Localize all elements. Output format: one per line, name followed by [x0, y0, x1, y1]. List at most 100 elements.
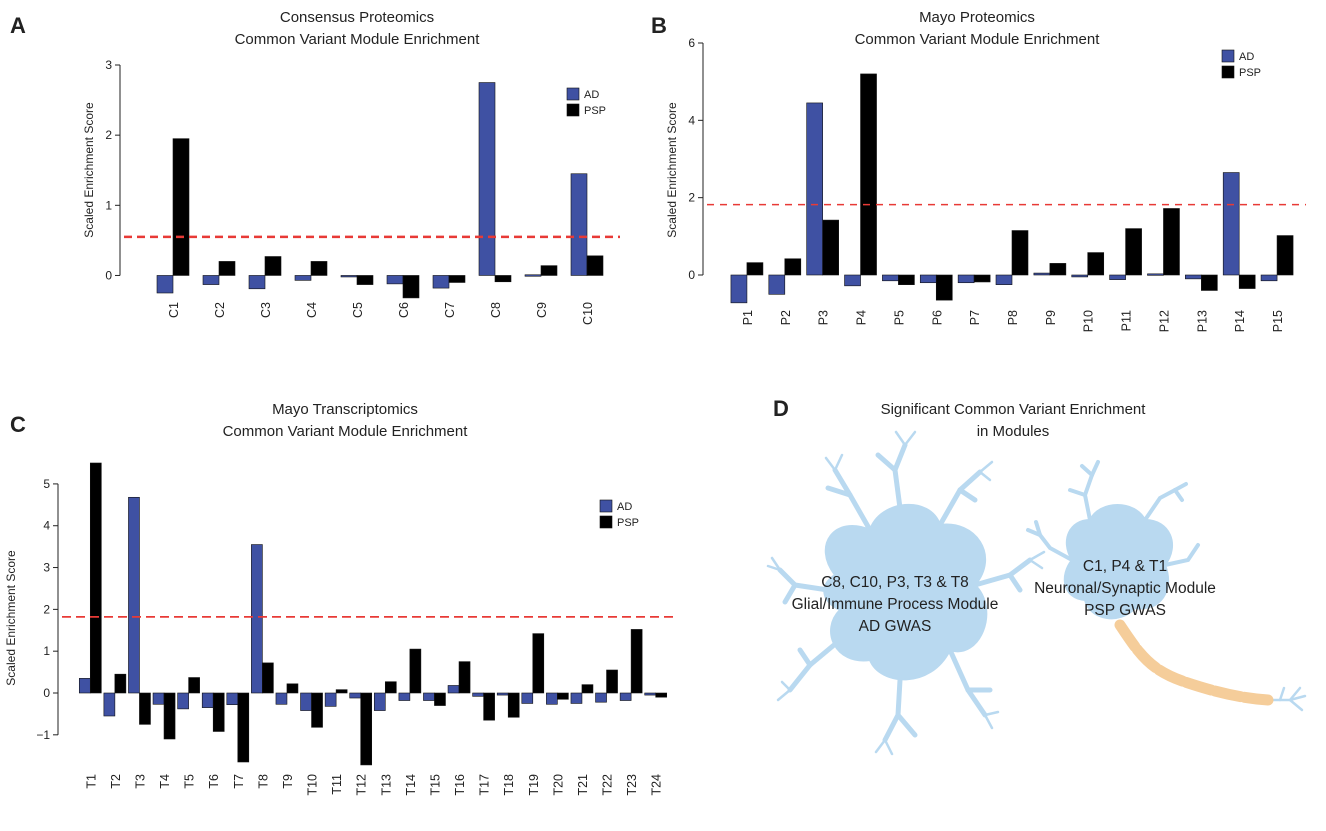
- panel-a-bar-ad-c7: [432, 275, 450, 289]
- panel-b-bar-psp-p6: [935, 274, 953, 301]
- glial-module-line3: AD GWAS: [859, 618, 932, 635]
- neuron-module-line2: Neuronal/Synaptic Module: [1034, 580, 1216, 597]
- panel-c-bar-ad-t23: [619, 692, 632, 701]
- panel-a-ylabel: Scaled Enrichment Score: [82, 102, 96, 238]
- panel-c-x-tick-label: T13: [379, 774, 393, 796]
- panel-c-bar-ad-t1: [78, 678, 91, 694]
- panel-b-y-tick-label: 6: [688, 36, 695, 50]
- glial-cell-illustration: [766, 430, 1046, 756]
- panel-a-bar-ad-c8: [478, 82, 496, 276]
- panel-c-bar-psp-t17: [483, 692, 495, 721]
- panel-c-bar-psp-t16: [458, 661, 471, 694]
- panel-a-x-tick-label: C10: [581, 302, 595, 325]
- panel-c-x-tick-label: T17: [478, 774, 492, 796]
- panel-c-bar-psp-t1: [89, 462, 102, 694]
- panel-c-bar-psp-t10: [311, 692, 323, 728]
- panel-c-x-tick-label: T8: [256, 774, 270, 789]
- panel-c-x-tick-label: T21: [576, 774, 590, 796]
- panel-b-bar-ad-p2: [768, 274, 786, 295]
- panel-b-bar-psp-p2: [784, 258, 802, 276]
- panel-b-x-tick-label: P6: [930, 310, 944, 325]
- panel-a-bar-psp-c10: [586, 255, 604, 276]
- panel-b-bar-ad-p9: [1033, 272, 1051, 276]
- panel-b-legend-label-ad: AD: [1239, 51, 1254, 63]
- panel-a-x-tick-label: C9: [535, 302, 549, 318]
- panel-c-x-tick-label: T15: [428, 774, 442, 796]
- panel-b-bar-ad-p10: [1071, 274, 1089, 278]
- panel-a-bar-psp-c3: [264, 256, 282, 276]
- panel-b-bar-ad-p1: [730, 274, 748, 304]
- panel-b-bar-ad-p15: [1260, 274, 1278, 282]
- panel-a-x-tick-label: C3: [259, 302, 273, 318]
- glial-module-line1: C8, C10, P3, T3 & T8: [821, 574, 969, 591]
- panel-b: B Mayo Proteomics Common Variant Module …: [651, 9, 1306, 332]
- panel-c-bar-psp-t12: [360, 692, 373, 766]
- panel-c-bar-ad-t15: [423, 692, 435, 701]
- panel-b-x-tick-label: P14: [1233, 310, 1247, 332]
- neuron-module-line3: PSP GWAS: [1084, 602, 1166, 619]
- panel-b-legend-swatch-psp: [1221, 65, 1235, 79]
- panel-c-bar-psp-t9: [286, 683, 299, 694]
- panel-b-y-tick-label: 2: [688, 191, 695, 205]
- panel-a-legend-label-psp: PSP: [584, 105, 606, 117]
- panel-c-bar-ad-t19: [521, 692, 534, 704]
- panel-b-bar-psp-p8: [1011, 230, 1029, 276]
- panel-b-bar-ad-p14: [1222, 172, 1240, 276]
- panel-a-bar-psp-c4: [310, 261, 328, 276]
- panel-c-bar-ad-t3: [128, 496, 140, 694]
- panel-d-letter: D: [773, 396, 789, 421]
- panel-b-bar-psp-p11: [1125, 228, 1142, 276]
- panel-c-x-tick-label: T19: [527, 774, 541, 796]
- panel-c-bar-psp-t24: [655, 692, 668, 698]
- panel-a-x-tick-label: C4: [305, 302, 319, 318]
- panel-a-x-tick-label: C5: [351, 302, 365, 318]
- panel-b-legend-swatch-ad: [1221, 49, 1235, 63]
- panel-a-bar-psp-c5: [356, 275, 374, 285]
- panel-b-title-line1: Mayo Proteomics: [919, 9, 1035, 26]
- panel-c-legend-swatch-psp: [599, 515, 613, 529]
- panel-c-x-tick-label: T22: [601, 774, 615, 796]
- panel-b-bar-psp-p10: [1087, 252, 1105, 276]
- panel-b-plot: 0 2 4 6 P1 P2 P3 P4 P5 P6 P7 P8 P9 P10 P11 P12 P13 P14 P15…: [688, 36, 1306, 332]
- panel-a-y-tick-label: 0: [105, 268, 112, 282]
- panel-c-bar-ad-t20: [546, 692, 558, 705]
- panel-d: D Significant Common Variant Enrichment …: [766, 396, 1307, 756]
- panel-a-bar-ad-c3: [248, 275, 266, 290]
- panel-a-bar-psp-c6: [402, 275, 420, 299]
- panel-c-x-tick-label: T23: [625, 774, 639, 796]
- panel-c-bar-psp-t21: [581, 684, 594, 694]
- panel-c-bar-ad-t21: [570, 692, 583, 704]
- panel-c-bar-ad-t12: [349, 692, 362, 699]
- panel-b-bar-psp-p15: [1276, 235, 1294, 276]
- panel-c-bar-psp-t14: [409, 648, 422, 694]
- panel-c-title-line1: Mayo Transcriptomics: [272, 401, 418, 418]
- panel-c-x-tick-label: T11: [330, 774, 344, 795]
- panel-a: A Consensus Proteomics Common Variant Mo…: [10, 9, 620, 325]
- panel-c-bar-ad-t4: [152, 692, 165, 705]
- panel-b-x-tick-label: P4: [855, 310, 869, 325]
- panel-a-bar-ad-c1: [156, 275, 174, 294]
- glial-module-line2: Glial/Immune Process Module: [792, 596, 999, 613]
- panel-b-y-tick-label: 4: [688, 113, 695, 127]
- panel-a-bar-psp-c1: [172, 138, 190, 276]
- panel-b-x-tick-label: P9: [1044, 310, 1058, 325]
- panel-c-x-tick-label: T18: [502, 774, 516, 796]
- panel-b-x-tick-label: P12: [1157, 310, 1171, 332]
- panel-c-y-tick-label: 0: [43, 686, 50, 700]
- panel-c-bar-ad-t9: [275, 692, 288, 705]
- panel-c-bar-psp-t7: [237, 692, 250, 763]
- panel-b-bar-psp-p5: [898, 274, 915, 285]
- panel-b-bar-ad-p5: [882, 274, 899, 282]
- panel-a-bar-psp-c9: [540, 265, 558, 276]
- panel-c-x-tick-label: T3: [133, 774, 147, 789]
- panel-c-x-tick-label: T12: [355, 774, 369, 796]
- panel-b-x-tick-label: P10: [1082, 310, 1096, 332]
- panel-c-bar-ad-t18: [496, 692, 509, 696]
- panel-d-title-line1: Significant Common Variant Enrichment: [881, 401, 1147, 418]
- panel-a-bar-psp-c7: [448, 275, 466, 283]
- panel-a-legend-swatch-ad: [566, 87, 580, 101]
- panel-a-title-line1: Consensus Proteomics: [280, 9, 434, 26]
- panel-b-bar-psp-p4: [860, 73, 877, 276]
- panel-c-bar-ad-t5: [177, 692, 189, 710]
- panel-c-bar-psp-t22: [606, 669, 618, 694]
